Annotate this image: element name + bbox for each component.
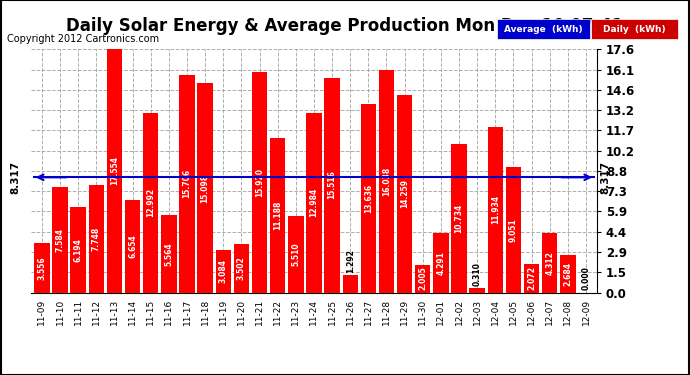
Text: 5.510: 5.510 — [291, 243, 300, 266]
Text: 2.684: 2.684 — [563, 262, 572, 286]
Text: 11.934: 11.934 — [491, 195, 500, 224]
Text: Daily Solar Energy & Average Production Mon Dec 10 07:41: Daily Solar Energy & Average Production … — [66, 17, 624, 35]
Bar — [52, 188, 68, 292]
Text: 12.984: 12.984 — [309, 188, 319, 217]
Bar — [397, 95, 413, 292]
Bar — [125, 200, 140, 292]
Text: 5.564: 5.564 — [164, 242, 173, 266]
Text: 15.920: 15.920 — [255, 168, 264, 197]
Bar — [542, 233, 558, 292]
Text: 8.317: 8.317 — [10, 161, 20, 194]
Text: 7.584: 7.584 — [56, 228, 65, 252]
Text: Daily  (kWh): Daily (kWh) — [603, 25, 666, 34]
Bar — [524, 264, 540, 292]
Bar — [469, 288, 485, 292]
Bar — [379, 70, 394, 292]
Bar — [451, 144, 466, 292]
Bar — [433, 233, 448, 292]
Bar — [288, 216, 304, 292]
Bar — [342, 274, 358, 292]
Text: 2.005: 2.005 — [418, 267, 427, 291]
Text: 14.259: 14.259 — [400, 179, 409, 208]
Text: 6.654: 6.654 — [128, 234, 137, 258]
Bar — [252, 72, 267, 292]
Text: 0.000: 0.000 — [582, 267, 591, 290]
Bar — [270, 138, 286, 292]
Text: 17.554: 17.554 — [110, 156, 119, 186]
Bar — [361, 104, 376, 292]
Text: 15.516: 15.516 — [328, 171, 337, 200]
Bar — [179, 75, 195, 292]
Text: 10.734: 10.734 — [455, 204, 464, 233]
Text: 16.038: 16.038 — [382, 167, 391, 196]
Text: Average  (kWh): Average (kWh) — [504, 25, 582, 34]
Text: 4.312: 4.312 — [545, 251, 554, 274]
Text: 15.098: 15.098 — [201, 173, 210, 202]
Text: 13.636: 13.636 — [364, 183, 373, 213]
Bar — [306, 112, 322, 292]
Bar — [197, 83, 213, 292]
Bar — [34, 243, 50, 292]
Text: 12.992: 12.992 — [146, 188, 155, 217]
Bar — [88, 185, 104, 292]
Bar — [560, 255, 575, 292]
Text: 2.072: 2.072 — [527, 266, 536, 290]
Text: 9.051: 9.051 — [509, 218, 518, 242]
Text: 0.310: 0.310 — [473, 262, 482, 286]
Text: 1.292: 1.292 — [346, 249, 355, 273]
Bar — [506, 167, 521, 292]
Text: 7.748: 7.748 — [92, 227, 101, 251]
Text: 11.188: 11.188 — [273, 200, 282, 230]
Bar — [415, 265, 431, 292]
Text: 15.706: 15.706 — [183, 169, 192, 198]
Bar — [324, 78, 339, 292]
Text: 6.194: 6.194 — [74, 238, 83, 261]
Text: 4.291: 4.291 — [436, 251, 445, 275]
Text: Copyright 2012 Cartronics.com: Copyright 2012 Cartronics.com — [7, 34, 159, 44]
Bar — [234, 244, 249, 292]
Bar — [488, 127, 503, 292]
Text: 3.556: 3.556 — [37, 256, 46, 280]
Text: 3.084: 3.084 — [219, 259, 228, 283]
Bar — [215, 250, 231, 292]
Bar — [143, 112, 159, 292]
Text: 3.502: 3.502 — [237, 256, 246, 280]
Text: 8.317: 8.317 — [600, 161, 610, 194]
Bar — [107, 50, 122, 292]
Bar — [161, 216, 177, 292]
Bar — [70, 207, 86, 292]
